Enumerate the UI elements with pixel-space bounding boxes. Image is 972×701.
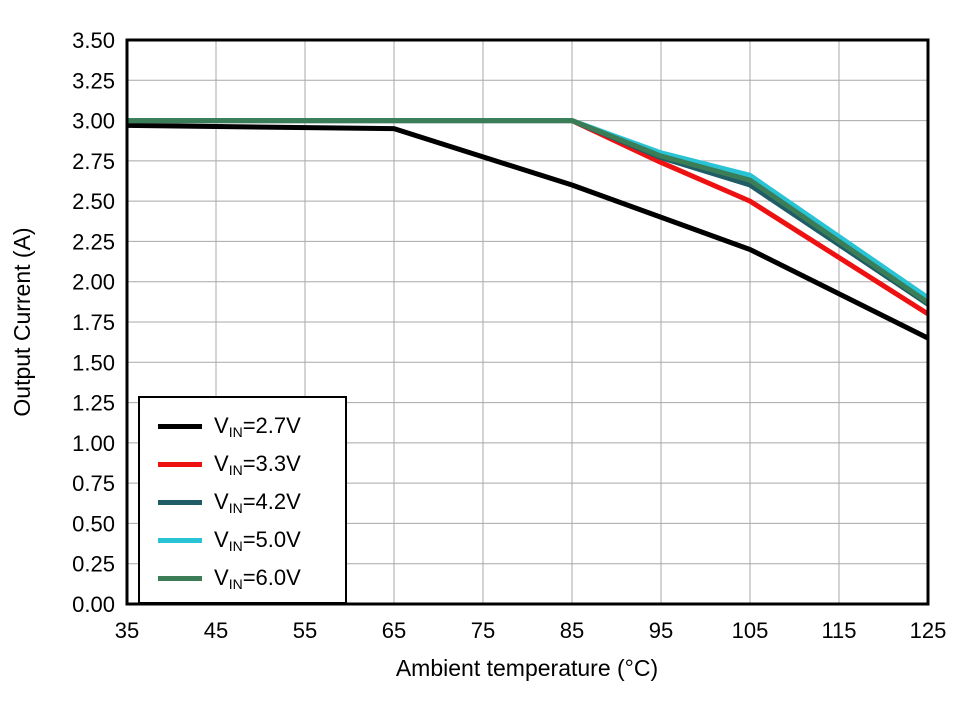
x-tick-label: 65 bbox=[382, 618, 406, 643]
x-tick-label: 125 bbox=[910, 618, 947, 643]
legend: VIN=2.7V VIN=3.3V VIN=4.2V VIN=5.0V VIN=6.0V bbox=[138, 396, 347, 604]
legend-swatch bbox=[158, 423, 202, 429]
y-tick-label: 1.50 bbox=[72, 350, 115, 375]
legend-swatch bbox=[158, 537, 202, 543]
y-tick-label: 0.00 bbox=[72, 592, 115, 617]
legend-item-VIN=2.7V: VIN=2.7V bbox=[152, 407, 345, 445]
y-tick-label: 3.25 bbox=[72, 68, 115, 93]
series-line-VIN=5.0V bbox=[127, 118, 930, 300]
legend-label: VIN=4.2V bbox=[214, 489, 301, 516]
y-tick-label: 2.00 bbox=[72, 270, 115, 295]
legend-swatch bbox=[158, 575, 202, 581]
y-tick-label: 1.00 bbox=[72, 431, 115, 456]
x-tick-label: 45 bbox=[204, 618, 228, 643]
legend-label: VIN=3.3V bbox=[214, 451, 301, 478]
x-tick-label: 75 bbox=[471, 618, 495, 643]
legend-item-VIN=5.0V: VIN=5.0V bbox=[152, 521, 345, 559]
y-tick-label: 3.00 bbox=[72, 109, 115, 134]
x-tick-label: 95 bbox=[649, 618, 673, 643]
y-tick-label: 0.25 bbox=[72, 552, 115, 577]
series-line-VIN=6.0V bbox=[127, 118, 930, 305]
y-tick-label: 2.50 bbox=[72, 189, 115, 214]
series-line-VIN=2.7V bbox=[126, 122, 930, 341]
y-tick-label: 1.25 bbox=[72, 391, 115, 416]
x-tick-label: 55 bbox=[293, 618, 317, 643]
x-axis-title: Ambient temperature (°C) bbox=[396, 655, 658, 681]
y-tick-label: 1.75 bbox=[72, 310, 115, 335]
x-tick-label: 35 bbox=[115, 618, 139, 643]
y-tick-label: 2.25 bbox=[72, 229, 115, 254]
y-axis-title: Output Current (A) bbox=[9, 227, 35, 416]
legend-item-VIN=3.3V: VIN=3.3V bbox=[152, 445, 345, 483]
legend-item-VIN=6.0V: VIN=6.0V bbox=[152, 559, 345, 597]
x-tick-label: 105 bbox=[732, 618, 769, 643]
series-lines bbox=[126, 118, 930, 341]
x-tick-label: 115 bbox=[821, 618, 856, 643]
plot-border bbox=[125, 38, 930, 606]
legend-label: VIN=2.7V bbox=[214, 413, 301, 440]
legend-label: VIN=6.0V bbox=[214, 565, 301, 592]
x-tick-labels: 35 45 55 65 75 85 95 105 115 125 bbox=[115, 618, 947, 643]
legend-label: VIN=5.0V bbox=[214, 527, 301, 554]
y-tick-label: 0.75 bbox=[72, 471, 115, 496]
x-tick-label: 85 bbox=[560, 618, 584, 643]
legend-swatch bbox=[158, 461, 202, 467]
y-tick-label: 3.50 bbox=[72, 28, 115, 53]
legend-swatch bbox=[158, 499, 202, 505]
y-tick-label: 2.75 bbox=[72, 149, 115, 174]
legend-item-VIN=4.2V: VIN=4.2V bbox=[152, 483, 345, 521]
y-tick-labels: 0.00 0.25 0.50 0.75 1.00 1.25 1.50 1.75 2.00 2.25… bbox=[72, 28, 115, 617]
y-tick-label: 0.50 bbox=[72, 511, 115, 536]
